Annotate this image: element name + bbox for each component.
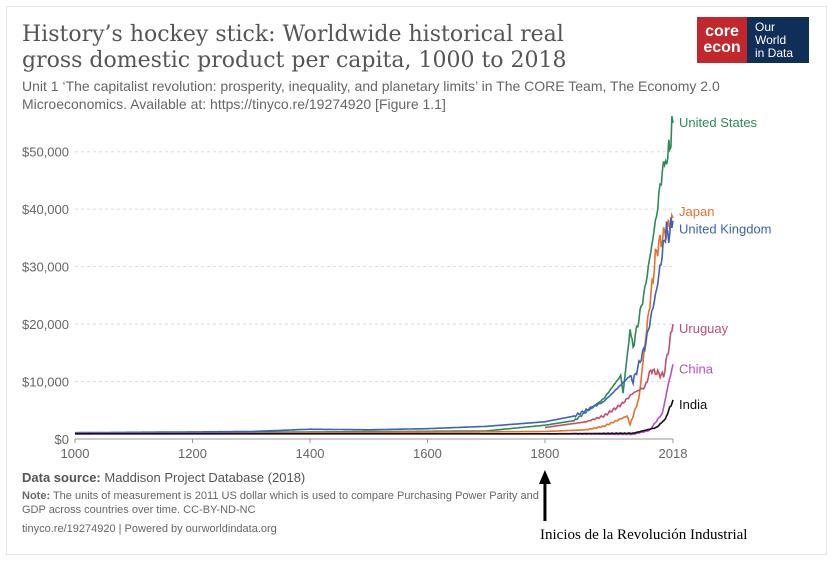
series-line [74,115,674,435]
x-tick-label: 1000 [61,446,90,461]
industrial-revolution-annotation: Inicios de la Revolución Industrial [540,527,748,543]
chart-title: History’s hockey stick: Worldwide histor… [22,22,567,73]
y-tick-label: $10,000 [22,375,69,390]
note-text: The units of measurement is 2011 US doll… [22,490,539,516]
series-label: China [679,361,714,376]
x-tick-label: 2018 [659,446,688,461]
x-tick-label: 1800 [530,446,559,461]
series-line [75,212,674,435]
source-label: Data source: [22,470,101,485]
series-label: Uruguay [679,321,729,336]
y-tick-label: $30,000 [22,260,69,275]
series-line [75,364,674,436]
series-line [544,323,674,429]
credit-line: tinyco.re/19274920 | Powered by ourworld… [22,523,277,535]
series-label: Japan [679,204,714,219]
source-text: Maddison Project Database (2018) [100,470,306,485]
y-tick-label: $0 [55,432,69,447]
data-source: Data source: Maddison Project Database (… [22,470,305,485]
chart-note: Note: The units of measurement is 2011 U… [22,489,542,517]
y-tick-label: $40,000 [22,202,69,217]
annotation-arrow-head [538,470,551,484]
owid-logo: Our World in Data [747,17,809,63]
x-tick-label: 1400 [296,446,325,461]
y-tick-label: $50,000 [22,145,69,160]
note-label: Note: [22,490,51,502]
core-econ-logo: core econ [697,17,747,63]
series-line [75,399,674,435]
x-tick-label: 1600 [413,446,442,461]
logo-core-text: core [705,23,739,40]
logo-owid-line1: Our World [755,19,787,47]
figure-frame [6,6,827,555]
series-line [75,217,674,434]
y-tick-label: $20,000 [22,317,69,332]
logo-owid-line2: in Data [755,45,794,60]
series-label: India [679,397,708,412]
x-tick-label: 1200 [178,446,207,461]
chart-subtitle: Unit 1 ‘The capitalist revolution: prosp… [22,78,720,112]
series-label: United Kingdom [679,222,772,237]
logo-econ-text: econ [703,39,741,56]
series-label: United States [679,115,758,130]
